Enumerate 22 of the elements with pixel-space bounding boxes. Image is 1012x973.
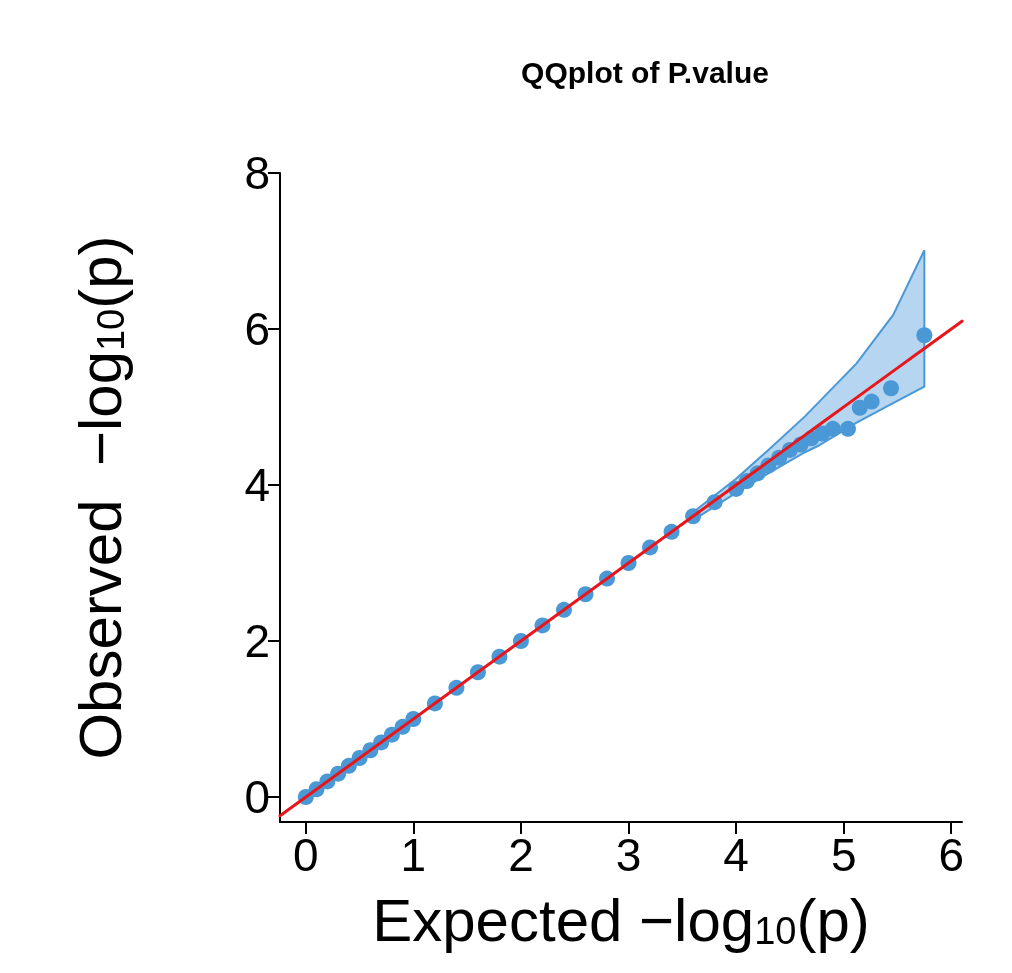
x-tick-label: 0: [293, 829, 319, 881]
x-tick-label: 4: [723, 829, 749, 881]
y-tick-label: 0: [244, 771, 270, 824]
y-tick-label: 2: [244, 615, 270, 668]
point: [839, 420, 856, 437]
point: [863, 393, 880, 410]
point: [851, 399, 868, 416]
y-tick-label: 6: [244, 303, 270, 356]
point: [824, 420, 841, 437]
chart-title: QQplot of P.value: [521, 55, 769, 89]
y-tick-label: 4: [244, 459, 270, 512]
point: [883, 380, 899, 397]
x-tick-label: 5: [830, 829, 857, 881]
point: [916, 327, 933, 344]
x-tick-label: 3: [615, 829, 642, 881]
line-series: [278, 319, 964, 818]
x-tick-label: 2: [508, 829, 534, 881]
x-tick-label: 1: [400, 829, 427, 881]
y-axis-title: Observed −log10(p): [66, 235, 134, 760]
x-axis-title: Expected −log10(p): [372, 886, 870, 954]
y-tick-label: 8: [244, 147, 270, 199]
x-tick-label: 6: [938, 829, 965, 881]
